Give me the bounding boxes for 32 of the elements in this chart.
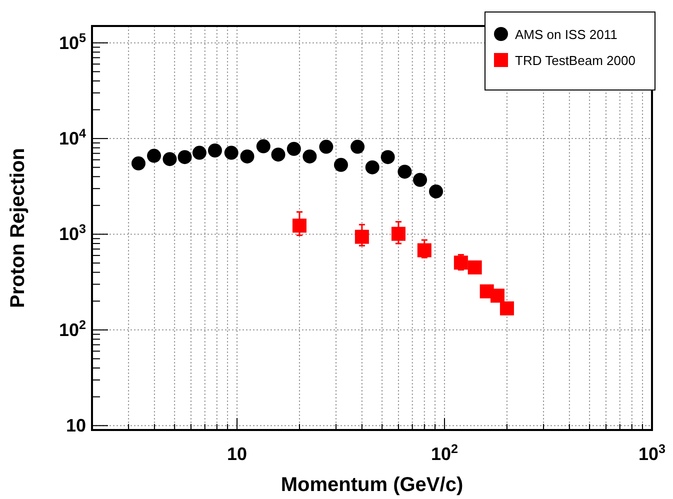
point	[302, 149, 317, 164]
point	[224, 146, 238, 160]
point	[365, 160, 380, 174]
point	[208, 144, 222, 158]
point	[271, 148, 286, 162]
point	[178, 150, 192, 164]
y-axis-title: Proton Rejection	[7, 148, 29, 308]
point	[192, 146, 206, 160]
point	[413, 172, 428, 187]
point	[334, 158, 348, 172]
x-tick-label: 10$^{2}$	[430, 442, 458, 464]
point	[286, 142, 301, 156]
point	[350, 140, 365, 154]
y-tick-label: 10$^{3}$	[58, 222, 86, 244]
point	[256, 139, 270, 154]
point	[147, 148, 162, 163]
point	[240, 149, 254, 164]
point	[319, 140, 334, 154]
legend-label: TRD TestBeam 2000	[515, 53, 636, 68]
point	[162, 152, 177, 166]
x-tick-label: 10$^{3}$	[638, 442, 666, 464]
y-tick-label: 10$^{2}$	[58, 318, 86, 340]
y-tick-label: 10	[66, 416, 86, 436]
legend-label: AMS on ISS 2011	[515, 27, 618, 42]
x-tick-label: 10	[227, 444, 248, 464]
point	[380, 150, 395, 164]
y-tick-label: 10$^{5}$	[58, 30, 86, 53]
point	[131, 156, 146, 170]
x-axis-title: Momentum (GeV/c)	[280, 474, 464, 496]
y-tick-label: 10$^{4}$	[58, 126, 86, 149]
point	[429, 184, 444, 198]
point	[398, 164, 412, 179]
